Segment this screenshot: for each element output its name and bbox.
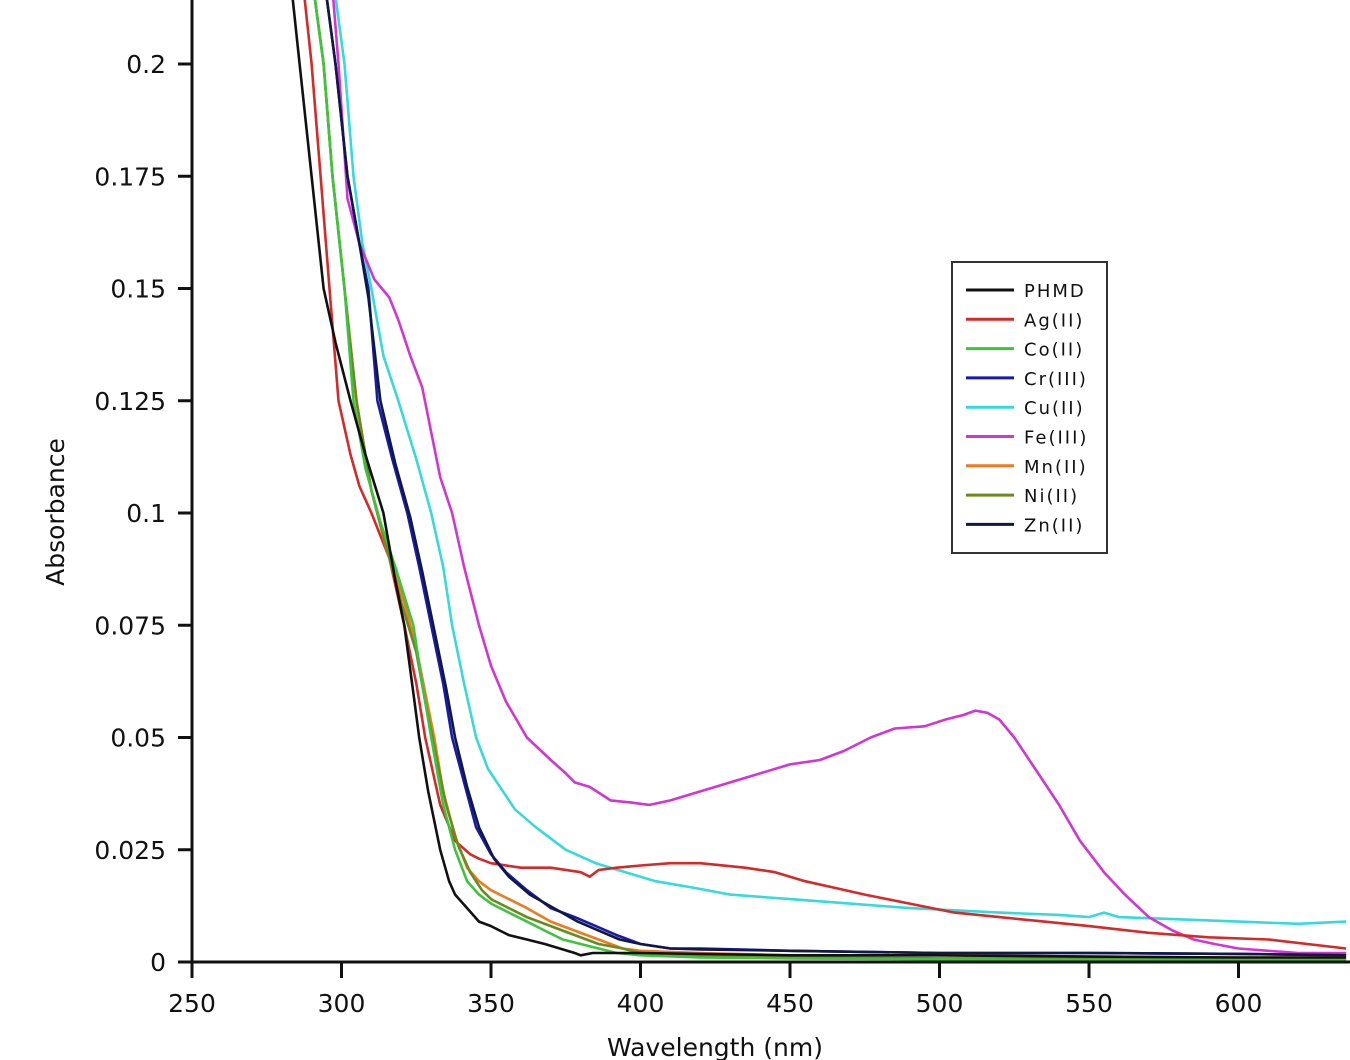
legend-label: Zn(II) [1024, 515, 1084, 536]
y-axis-ticks: 0 0.025 0.05 0.075 0.1 0.125 0.15 0.175 0.2 [94, 50, 192, 977]
series-line-znii [325, 0, 1347, 957]
series-line-cuii [334, 0, 1347, 926]
y-tick-label: 0.025 [94, 836, 166, 865]
y-tick-label: 0.075 [94, 611, 166, 640]
y-tick-label: 0.175 [94, 162, 166, 191]
legend-label: Cr(III) [1024, 369, 1088, 390]
y-tick-label: 0.125 [94, 387, 166, 416]
y-tick-label: 0.1 [126, 499, 166, 528]
y-tick-label: 0 [150, 948, 166, 977]
series-line-feiii [332, 0, 1347, 955]
legend-label: Fe(III) [1024, 428, 1088, 449]
y-tick-label: 0.15 [110, 275, 166, 304]
x-tick-label: 550 [1065, 989, 1113, 1018]
series-line-coii [313, 0, 1347, 962]
legend: PHMD Ag(II) Co(II) Cr(III) Cu(II) Fe(III) Mn(I… [951, 261, 1108, 554]
x-axis-title: Wavelength (nm) [607, 1033, 823, 1060]
x-tick-label: 450 [766, 989, 814, 1018]
series-lines [291, 0, 1347, 962]
legend-label: Ag(II) [1024, 310, 1084, 331]
x-tick-label: 250 [168, 989, 216, 1018]
x-tick-label: 350 [467, 989, 515, 1018]
series-line-mnii [313, 0, 1347, 959]
x-tick-label: 400 [617, 989, 665, 1018]
legend-label: Ni(II) [1024, 486, 1079, 507]
legend-label: PHMD [1024, 281, 1086, 302]
series-line-niii [313, 0, 1347, 961]
legend-label: Cu(II) [1024, 398, 1085, 419]
series-line-phmd [291, 0, 1347, 959]
series-line-agii [303, 0, 1347, 950]
x-tick-label: 600 [1215, 989, 1263, 1018]
x-tick-label: 500 [916, 989, 964, 1018]
legend-label: Mn(II) [1024, 457, 1088, 478]
y-tick-label: 0.2 [126, 50, 166, 79]
x-tick-label: 300 [318, 989, 366, 1018]
y-axis-title: Absorbance [41, 438, 70, 586]
legend-label: Co(II) [1024, 340, 1084, 361]
y-tick-label: 0.05 [110, 724, 166, 753]
x-axis-ticks: 250 300 350 400 450 500 550 600 [168, 962, 1262, 1018]
